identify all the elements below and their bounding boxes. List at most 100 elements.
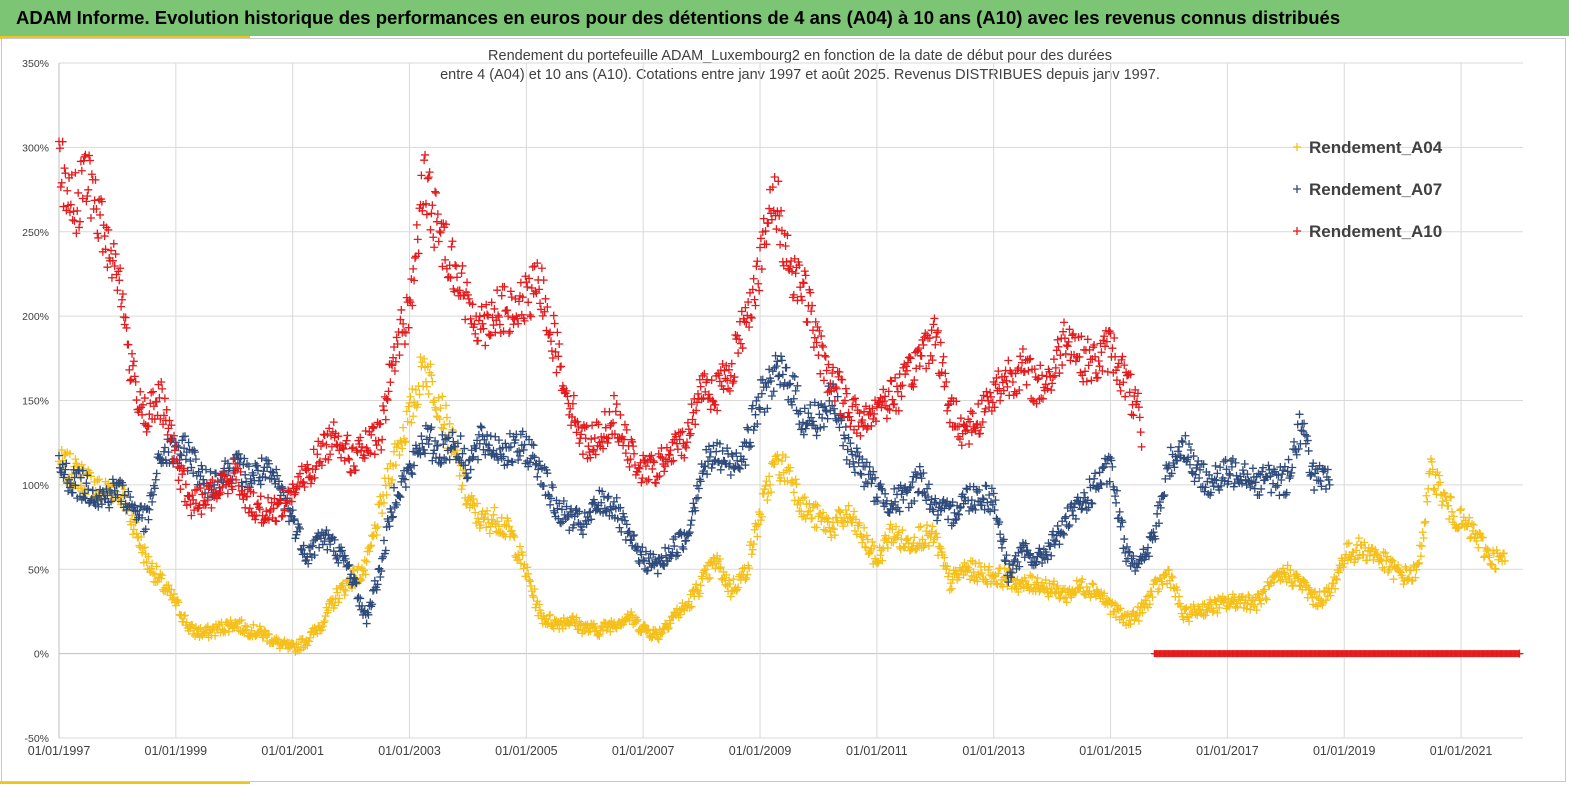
data-point: [211, 631, 220, 640]
data-point: [1127, 410, 1136, 419]
data-point: [716, 465, 725, 474]
data-point: [1279, 568, 1288, 577]
data-point: [800, 493, 809, 502]
data-point: [1428, 465, 1437, 474]
data-point: [120, 491, 129, 500]
data-point: [629, 442, 638, 451]
data-point: [362, 557, 371, 566]
data-point: [1216, 463, 1225, 472]
data-point: [819, 525, 828, 534]
data-point: [144, 552, 153, 561]
data-point: [180, 432, 189, 441]
data-point: [515, 447, 524, 456]
data-point: [140, 394, 149, 403]
data-point: [1231, 603, 1240, 612]
data-point: [1199, 460, 1208, 469]
data-point: [749, 274, 758, 283]
data-point: [823, 414, 832, 423]
data-point: [820, 402, 829, 411]
data-point: [808, 301, 817, 310]
data-point: [1035, 544, 1044, 553]
data-point: [1274, 471, 1283, 480]
data-point: [776, 380, 785, 389]
data-point: [83, 471, 92, 480]
data-point: [65, 449, 74, 458]
data-point: [424, 440, 433, 449]
data-point: [704, 442, 713, 451]
data-point: [1111, 492, 1120, 501]
data-point: [1464, 519, 1473, 528]
data-point: [749, 540, 758, 549]
data-point: [1211, 461, 1220, 470]
data-point: [1107, 456, 1116, 465]
data-point: [73, 462, 82, 471]
data-point: [1088, 499, 1097, 508]
data-point: [679, 544, 688, 553]
data-point: [405, 398, 414, 407]
data-point: [798, 494, 807, 503]
data-point: [442, 413, 451, 422]
data-point: [822, 407, 831, 416]
data-point: [261, 473, 270, 482]
data-point: [988, 500, 997, 509]
data-point: [195, 480, 204, 489]
data-point: [1252, 606, 1261, 615]
data-point: [787, 256, 796, 265]
data-point: [373, 522, 382, 531]
data-point: [1229, 482, 1238, 491]
data-point: [954, 510, 963, 519]
data-point: [461, 461, 470, 470]
data-point: [249, 620, 258, 629]
data-point: [1063, 342, 1072, 351]
data-point: [1206, 488, 1215, 497]
data-point: [995, 518, 1004, 527]
data-point: [79, 464, 88, 473]
data-point: [167, 421, 176, 430]
data-point: [1177, 436, 1186, 445]
data-point: [256, 492, 265, 501]
data-point: [115, 276, 124, 285]
data-point: [433, 210, 442, 219]
data-point: [898, 381, 907, 390]
data-point: [1314, 476, 1323, 485]
data-point: [434, 237, 443, 246]
data-point: [326, 450, 335, 459]
accent-line-bottom: [0, 781, 250, 784]
data-point: [1007, 568, 1016, 577]
data-point: [1472, 536, 1481, 545]
data-point: [57, 445, 66, 454]
data-point: [61, 465, 70, 474]
data-point: [919, 543, 928, 552]
data-point: [878, 556, 887, 565]
data-point: [277, 482, 286, 491]
data-point: [475, 312, 484, 321]
data-point: [526, 458, 535, 467]
data-point: [1004, 578, 1013, 587]
data-point: [499, 530, 508, 539]
data-point: [1432, 490, 1441, 499]
data-point: [1282, 488, 1291, 497]
data-point: [862, 531, 871, 540]
data-point: [1486, 559, 1495, 568]
data-point: [308, 541, 317, 550]
data-point: [1143, 543, 1152, 552]
data-point: [1185, 617, 1194, 626]
data-point: [850, 394, 859, 403]
data-point: [1108, 462, 1117, 471]
data-point: [1116, 522, 1125, 531]
data-point: [672, 552, 681, 561]
data-point: [960, 558, 969, 567]
data-point: [971, 505, 980, 514]
data-point: [903, 536, 911, 545]
data-point: [799, 279, 808, 288]
data-point: [1002, 576, 1011, 585]
data-point: [1444, 501, 1453, 510]
data-point: [474, 517, 483, 526]
data-point: [1060, 318, 1068, 327]
data-point: [169, 457, 178, 466]
data-point: [741, 461, 750, 470]
data-point: [1483, 545, 1492, 554]
data-point: [753, 419, 762, 428]
data-point: [1144, 552, 1153, 561]
data-point: [685, 603, 694, 612]
